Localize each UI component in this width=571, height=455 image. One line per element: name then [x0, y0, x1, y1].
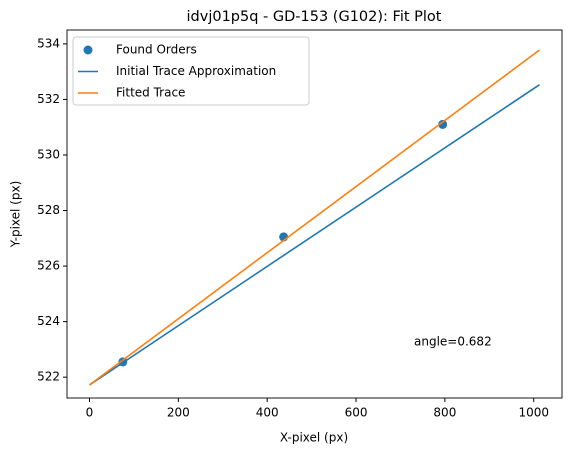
annotation: angle=0.682	[414, 335, 492, 349]
legend-label: Initial Trace Approximation	[116, 64, 276, 78]
y-tick-label: 532	[37, 92, 60, 106]
y-tick-label: 528	[37, 203, 60, 217]
x-tick-label: 200	[167, 406, 190, 420]
x-tick-label: 400	[256, 406, 279, 420]
y-tick-label: 526	[37, 259, 60, 273]
x-tick-label: 1000	[518, 406, 549, 420]
y-axis-label: Y-pixel (px)	[9, 181, 23, 249]
y-tick-label: 534	[37, 36, 60, 50]
y-tick-label: 522	[37, 370, 60, 384]
y-tick-label: 524	[37, 314, 60, 328]
chart-title: idvj01p5q - GD-153 (G102): Fit Plot	[187, 9, 442, 25]
legend-box	[72, 36, 310, 106]
x-tick-label: 800	[433, 406, 456, 420]
data-point	[438, 119, 448, 129]
x-axis-label: X-pixel (px)	[280, 431, 348, 445]
x-tick-label: 0	[86, 406, 94, 420]
y-tick-label: 530	[37, 147, 60, 161]
x-tick-label: 600	[345, 406, 368, 420]
trace-line	[89, 49, 540, 386]
plot-frame	[66, 29, 563, 399]
legend-label: Fitted Trace	[116, 86, 185, 100]
legend-label: Found Orders	[116, 43, 197, 57]
legend-marker	[83, 45, 93, 55]
trace-line	[89, 84, 540, 386]
